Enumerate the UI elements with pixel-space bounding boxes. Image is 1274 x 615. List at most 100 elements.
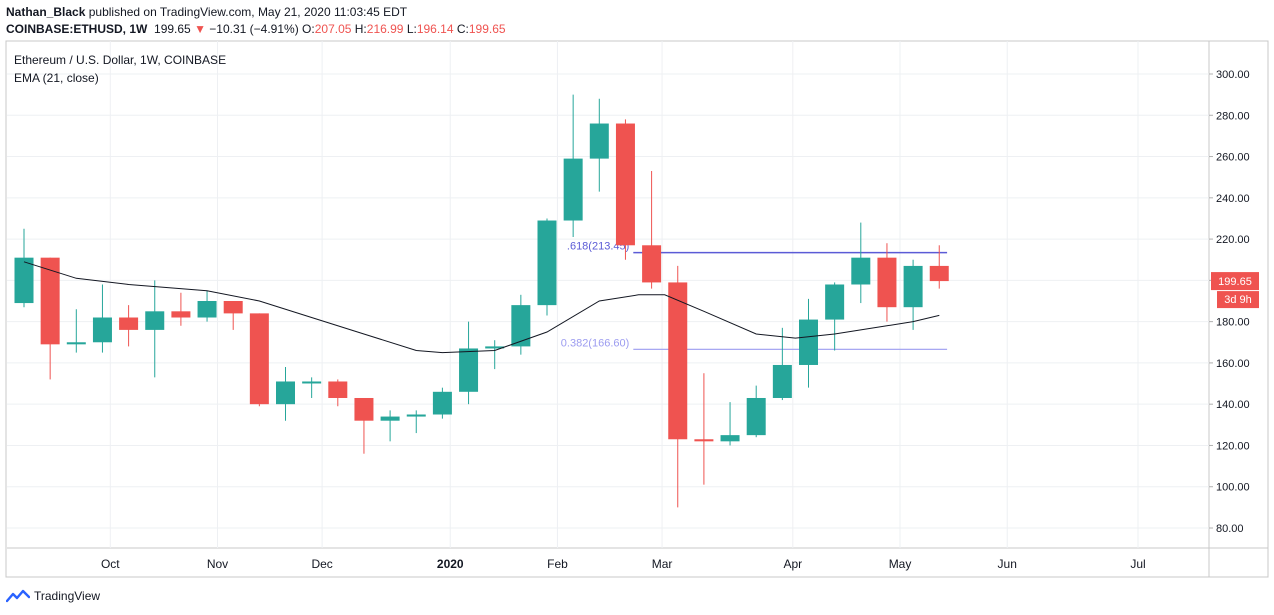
candle-body <box>459 348 479 392</box>
candle-body <box>720 435 740 442</box>
candle <box>328 379 348 407</box>
price-tick-label: 260.00 <box>1216 152 1250 164</box>
candle <box>537 218 557 316</box>
candle-body <box>668 282 688 440</box>
candle <box>668 265 688 508</box>
candle <box>825 282 845 351</box>
candle-body <box>642 245 662 283</box>
close-value: 199.65 <box>468 22 506 36</box>
low-value: 196.14 <box>416 22 454 36</box>
price-tick-label: 220.00 <box>1216 234 1250 246</box>
candle <box>511 294 531 355</box>
countdown-tag <box>1217 291 1259 309</box>
candle-body <box>825 284 845 320</box>
candle <box>459 321 479 405</box>
candle-body <box>223 301 243 314</box>
candle <box>929 245 949 289</box>
price-chart[interactable]: 300.00280.00260.00240.00220.00200.00180.… <box>0 40 1274 580</box>
candle-body <box>903 265 923 308</box>
candle-body <box>354 397 374 421</box>
fib-level-label: 0.382(166.60) <box>561 337 630 349</box>
high-value: 216.99 <box>366 22 404 36</box>
time-tick-label: Apr <box>783 557 802 571</box>
author-name[interactable]: Nathan_Black <box>6 5 86 19</box>
candle-body <box>380 416 400 421</box>
candle <box>40 257 60 380</box>
candle-body <box>537 220 557 306</box>
time-tick-label: Oct <box>101 557 120 571</box>
candle-body <box>171 311 191 318</box>
candle-body <box>563 158 583 221</box>
ema-line <box>23 261 940 354</box>
candle-body <box>929 265 949 282</box>
indicator-legend[interactable]: EMA (21, close) <box>14 71 99 85</box>
candle <box>746 385 766 438</box>
price-tick-label: 120.00 <box>1216 440 1250 452</box>
footer-brand[interactable]: TradingView <box>6 589 100 603</box>
price-tick-label: 300.00 <box>1216 69 1250 81</box>
price-tick-label: 140.00 <box>1216 399 1250 411</box>
price-tick-label: 180.00 <box>1216 317 1250 329</box>
published-text: published on TradingView.com, May 21, 20… <box>88 5 408 19</box>
candle-body <box>302 381 322 384</box>
high-label: H: <box>354 22 367 36</box>
candle-body <box>92 317 112 343</box>
open-value: 207.05 <box>314 22 352 36</box>
time-tick-label: Nov <box>207 557 228 571</box>
candle-body <box>328 381 348 398</box>
candle <box>14 228 34 308</box>
candle-body <box>66 342 86 345</box>
candle-body <box>877 257 897 308</box>
candle-body <box>799 319 818 365</box>
price-change: −10.31 (−4.91%) <box>209 22 299 36</box>
time-tick-label: Feb <box>547 557 568 571</box>
candle-body <box>276 381 295 405</box>
low-label: L: <box>406 22 417 36</box>
candle <box>380 410 400 442</box>
series-legend[interactable]: Ethereum / U.S. Dollar, 1W, COINBASE <box>14 53 227 67</box>
tradingview-logo-icon <box>6 589 30 603</box>
candles <box>14 94 949 508</box>
candle <box>799 298 818 388</box>
time-tick-label: Jun <box>998 557 1017 571</box>
fib-levels: .618(213.45) 0.382(166.60) <box>561 241 948 350</box>
publish-header: Nathan_Black published on TradingView.co… <box>6 5 407 19</box>
candle <box>171 292 191 326</box>
candle <box>197 290 217 322</box>
candle <box>249 313 269 407</box>
candle <box>302 377 322 398</box>
footer-brand-text: TradingView <box>34 589 101 603</box>
candle <box>92 284 112 353</box>
close-label: C: <box>456 22 469 36</box>
candle-body <box>511 305 531 347</box>
time-tick-label: May <box>889 557 912 571</box>
chart-grid <box>7 41 1268 577</box>
time-tick-label: 2020 <box>437 557 464 571</box>
candle <box>877 243 897 322</box>
candle <box>354 397 374 454</box>
candle <box>720 402 740 446</box>
candle-body <box>432 391 452 415</box>
time-tick-label: Dec <box>311 557 332 571</box>
open-label: O: <box>302 22 315 36</box>
candle-body <box>746 397 766 436</box>
time-axis: Oct Nov Dec 2020 Feb Mar Apr May Jun Jul <box>101 557 1146 571</box>
candle-body <box>485 346 505 349</box>
candle-body <box>14 257 34 304</box>
last-price-text: 199.65 <box>1218 276 1252 288</box>
candle <box>145 280 165 378</box>
price-tick-label: 160.00 <box>1216 358 1250 370</box>
candle <box>66 309 86 353</box>
symbol-header: COINBASE:ETHUSD, 1W 199.65 ▼ −10.31 (−4.… <box>6 22 506 36</box>
candle-body <box>249 313 269 405</box>
time-tick-label: Mar <box>652 557 673 571</box>
current-price: 199.65 <box>154 22 191 36</box>
candle-body <box>851 257 871 285</box>
candle <box>851 222 871 304</box>
candle <box>432 387 452 419</box>
candle <box>642 170 662 289</box>
chart-border <box>5 40 1269 578</box>
last-price-tag <box>1211 272 1259 291</box>
candle <box>485 340 505 370</box>
price-tick-label: 280.00 <box>1216 110 1250 122</box>
